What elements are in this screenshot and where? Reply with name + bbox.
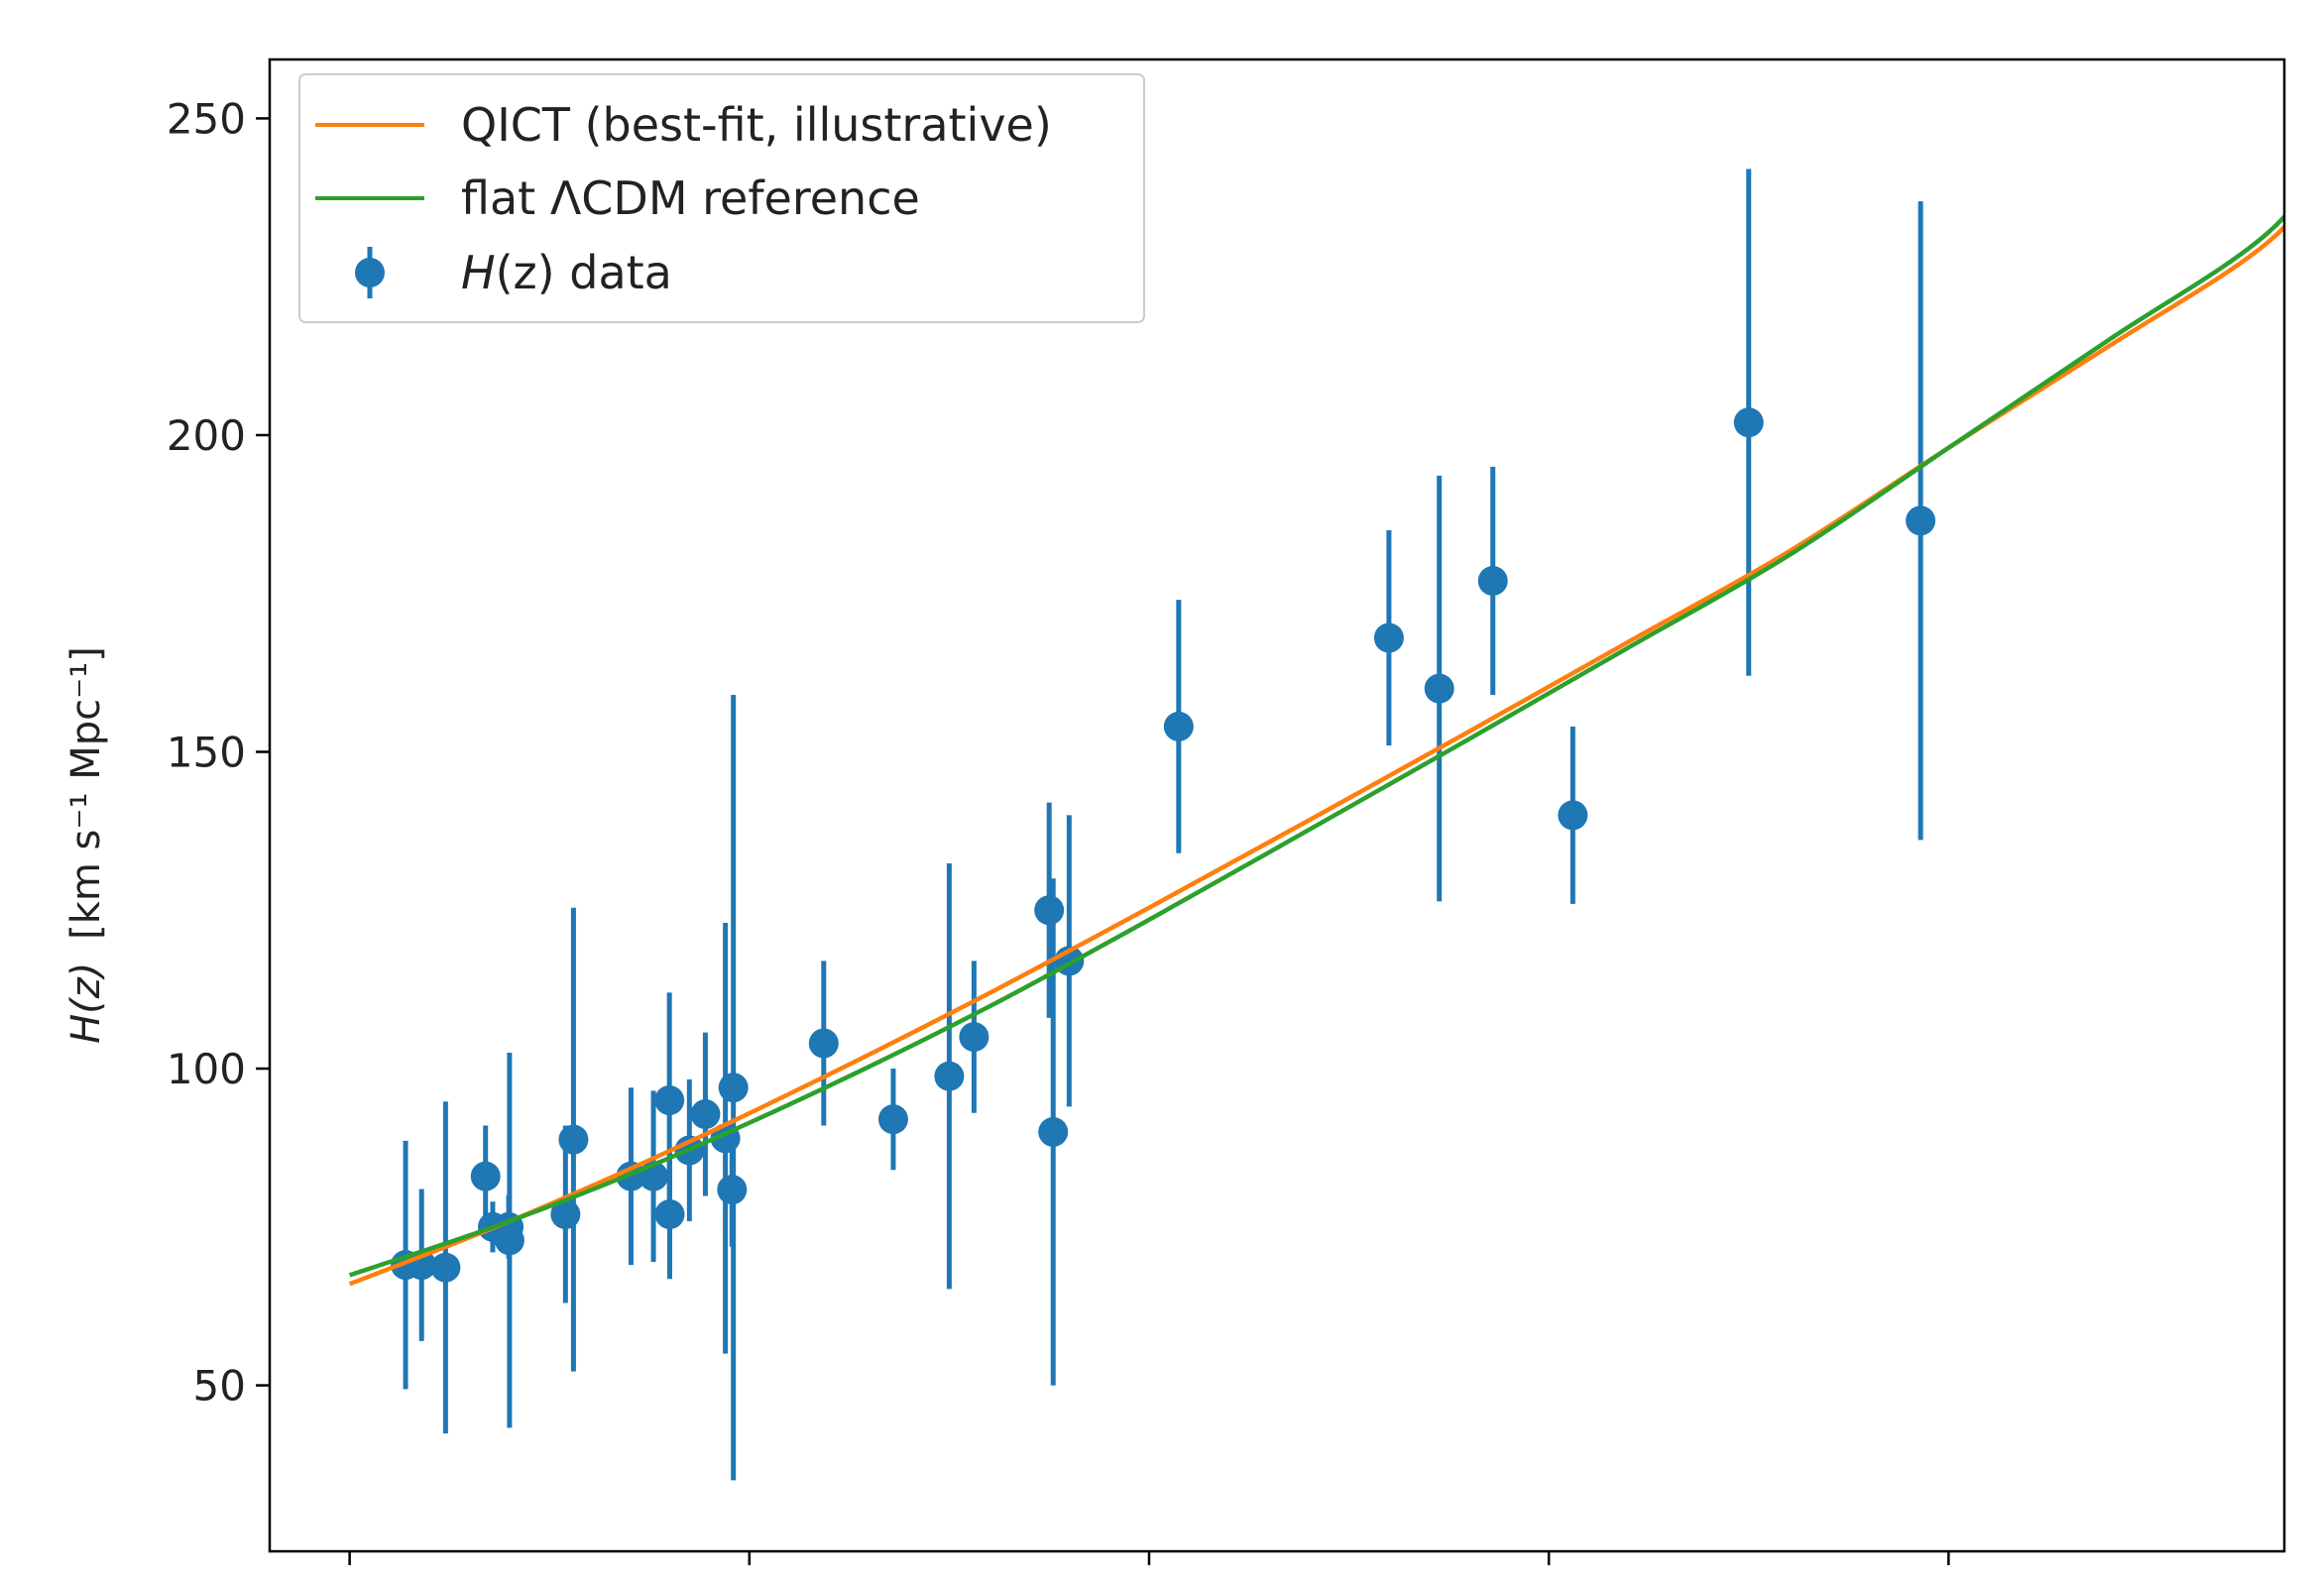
y-tick-label-3: 200 [167,411,246,460]
legend-label-lcdm: flat ΛCDM reference [461,171,920,225]
hz-point-29 [1558,800,1588,831]
y-tick-label-0: 50 [193,1362,246,1411]
legend-swatch-data [355,247,385,298]
hz-point-8 [558,1124,589,1155]
hz-point-26 [1373,623,1404,653]
hz-point-25 [1163,711,1194,741]
y-tick-label-4: 250 [167,94,246,143]
plot-area [348,169,2284,1481]
hz-point-12 [654,1199,685,1230]
hz-point-14 [690,1099,721,1130]
hz-point-2 [430,1252,461,1283]
legend-box [298,73,1145,323]
hz-point-31 [1906,506,1936,536]
hz-point-21 [959,1022,989,1053]
y-axis-label-text: H(z) [km s⁻¹ Mpc⁻¹] [63,646,109,1044]
y-tick-label-1: 100 [167,1045,246,1093]
hz-point-23 [1038,1116,1069,1147]
legend-label-qict: QICT (best-fit, illustrative) [461,98,1052,152]
hz-point-17 [718,1073,749,1103]
hz-point-30 [1733,407,1764,438]
hz-point-6 [494,1225,524,1256]
hz-point-22 [1034,895,1065,926]
legend: QICT (best-fit, illustrative) flat ΛCDM … [298,73,1145,323]
lcdm-curve [348,213,2284,1278]
hz-point-28 [1477,565,1508,596]
y-axis-label: H(z) [km s⁻¹ Mpc⁻¹] [63,646,109,1044]
hz-point-27 [1424,673,1454,704]
hz-point-3 [470,1161,501,1191]
hz-point-20 [934,1061,965,1091]
axis-ticks: 50 100 150 200 250 [167,94,1950,1565]
axes-frame [268,57,2286,1553]
y-axis-label-unit: [km s⁻¹ Mpc⁻¹] [63,646,109,940]
hz-point-11 [654,1084,685,1115]
qict-curve [348,223,2284,1287]
y-axis-label-symbol: H(z) [63,963,109,1044]
legend-label-data-symbol: H [461,246,496,299]
legend-label-data-rest: (z) data [496,246,672,299]
hz-point-19 [877,1104,908,1135]
hz-point-18 [808,1028,839,1059]
y-tick-label-2: 150 [167,728,246,776]
legend-swatch-data-marker [355,258,385,287]
legend-label-data: H(z) data [461,246,672,299]
